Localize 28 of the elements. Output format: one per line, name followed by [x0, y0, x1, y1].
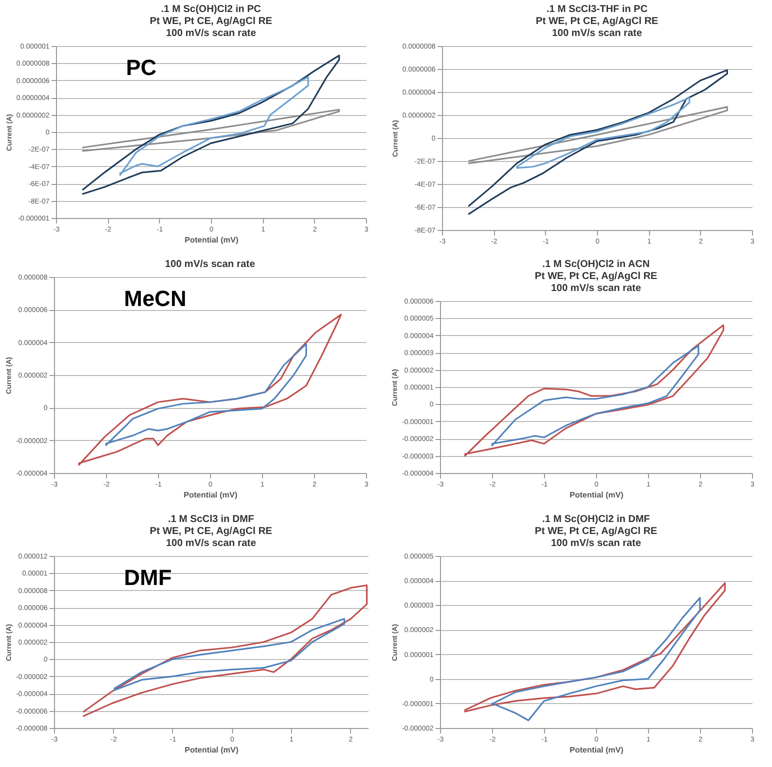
chart-title: .1 M Sc(OH)Cl2 in DMF Pt WE, Pt CE, Ag/AgCl RE 100 mV/s scan rate — [534, 514, 658, 549]
annotation: DMF — [124, 565, 172, 590]
line-series — [105, 343, 307, 446]
line-series — [464, 324, 724, 457]
x-axis-title: Potential (mV) — [570, 746, 624, 754]
line-series — [82, 54, 340, 195]
annotation: MeCN — [124, 286, 186, 311]
line-series — [82, 584, 368, 717]
line-series — [464, 582, 726, 712]
x-axis-title: Potential (mV) — [184, 490, 238, 500]
line-series — [119, 76, 309, 176]
line-series — [516, 96, 690, 169]
line-series — [468, 69, 728, 215]
x-axis-title: Potential (mV) — [184, 746, 239, 754]
chart-title: .1 M Sc(OH)Cl2 in PC Pt WE, Pt CE, Ag/AgCl RE 100 mV/s scan rate — [150, 4, 273, 39]
x-axis-title: Potential (mV) — [184, 236, 239, 244]
line-series — [468, 106, 728, 164]
line-series — [491, 596, 701, 722]
annotation: PC — [126, 55, 157, 80]
line-series — [491, 344, 700, 446]
chart-title: .1 M ScCl3 in DMF Pt WE, Pt CE, Ag/AgCl RE 100 mV/s scan rate — [150, 514, 273, 549]
chart-title: 100 mV/s scan rate — [164, 259, 256, 270]
line-series — [114, 618, 346, 691]
line-series — [78, 314, 342, 466]
line-series — [82, 108, 340, 152]
chart-title: .1 M ScCl3-THF in PC Pt WE, Pt CE, Ag/AgCl RE 100 mV/s scan rate — [536, 4, 659, 39]
chart-title: .1 M Sc(OH)Cl2 in ACN Pt WE, Pt CE, Ag/AgCl RE 100 mV/s scan rate — [534, 259, 658, 294]
x-axis-title: Potential (mV) — [570, 490, 624, 500]
